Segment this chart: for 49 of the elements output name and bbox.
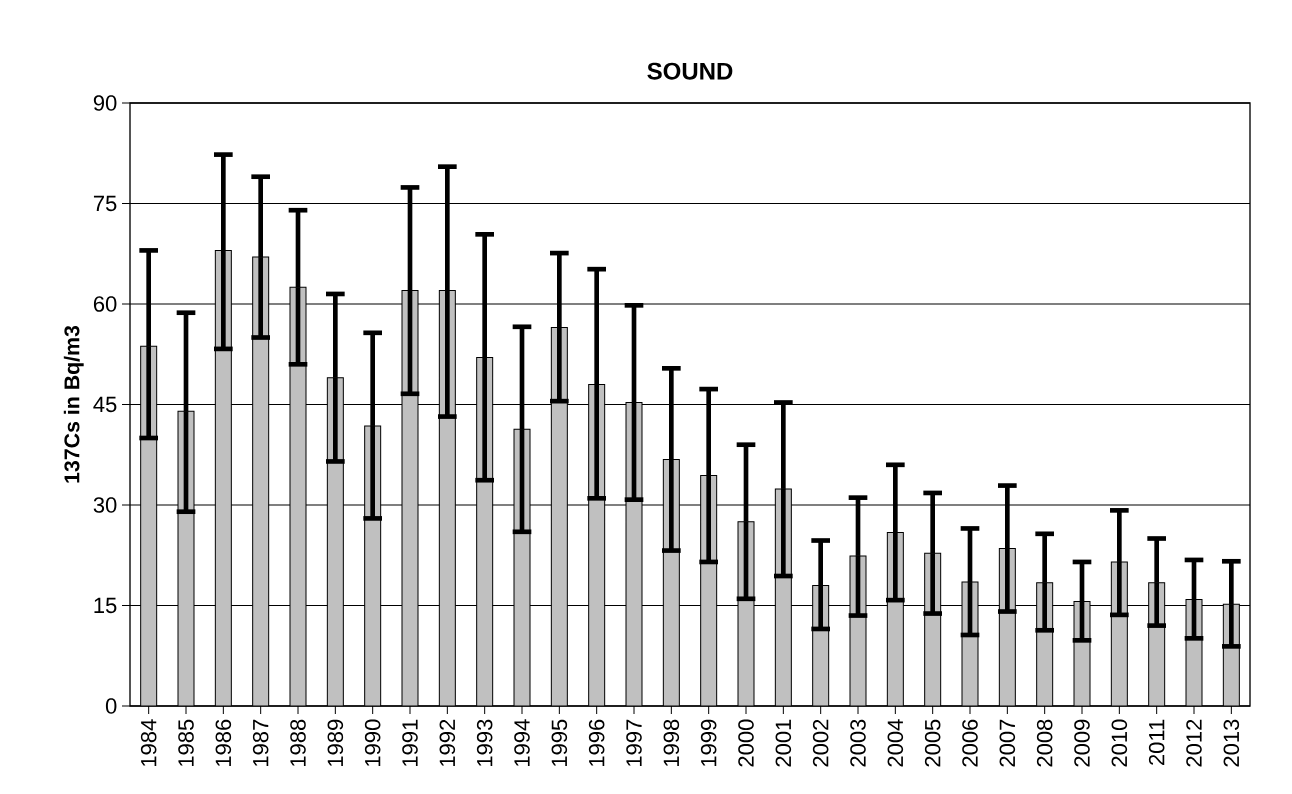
x-tick-label: 2004 xyxy=(887,719,904,767)
x-tick-label: 1996 xyxy=(588,719,605,766)
x-tick-label: 2010 xyxy=(1111,719,1128,767)
x-tick-label: 2008 xyxy=(1036,719,1053,767)
y-tick-label: 90 xyxy=(93,95,117,111)
y-axis-title: 137Cs in Bq/m3 xyxy=(63,325,84,483)
x-tick-label: 1985 xyxy=(178,719,194,766)
x-tick-label: 1989 xyxy=(327,719,344,766)
y-tick-label: 75 xyxy=(93,195,117,212)
x-tick-label: 1993 xyxy=(476,719,493,766)
x-tick-label: 2001 xyxy=(775,719,792,767)
bar xyxy=(289,286,307,706)
x-tick-label: 2005 xyxy=(924,719,941,767)
y-tick-label: 45 xyxy=(93,396,117,413)
x-tick-label: 1998 xyxy=(663,719,680,766)
x-tick-label: 2011 xyxy=(1148,719,1165,765)
x-tick-label: 2007 xyxy=(999,719,1016,767)
bar xyxy=(252,256,270,706)
x-tick-label: 2006 xyxy=(962,719,978,767)
x-tick-label: 1988 xyxy=(290,719,306,766)
x-tick-label: 2003 xyxy=(850,719,866,767)
bar xyxy=(438,290,456,706)
x-tick-label: 2002 xyxy=(812,719,829,767)
x-tick-label: 1986 xyxy=(215,719,232,766)
y-tick-label: 0 xyxy=(105,698,117,714)
y-tick-label: 15 xyxy=(94,597,117,614)
x-tick-label: 1991 xyxy=(402,719,418,766)
x-tick-label: 1995 xyxy=(551,719,568,766)
bar xyxy=(550,326,568,706)
x-tick-label: 2000 xyxy=(738,719,754,767)
x-tick-label: 1992 xyxy=(439,719,456,766)
bar xyxy=(401,290,419,706)
x-tick-label: 1987 xyxy=(252,719,269,766)
bar xyxy=(214,249,232,706)
x-tick-label: 2012 xyxy=(1186,719,1202,767)
y-tick-label: 30 xyxy=(93,497,117,513)
y-tick-label: 60 xyxy=(93,296,117,312)
bar xyxy=(625,402,643,706)
x-tick-label: 1994 xyxy=(514,719,530,766)
x-tick-label: 1990 xyxy=(364,719,381,766)
x-tick-label: 1999 xyxy=(700,719,717,766)
x-tick-label: 1997 xyxy=(626,719,642,766)
x-tick-label: 1984 xyxy=(140,719,157,766)
bar xyxy=(326,377,344,706)
chart-title: SOUND xyxy=(647,62,733,80)
x-tick-label: 2009 xyxy=(1074,719,1090,767)
bar xyxy=(140,345,158,706)
bar xyxy=(177,410,195,706)
x-tick-label: 2013 xyxy=(1223,719,1240,767)
